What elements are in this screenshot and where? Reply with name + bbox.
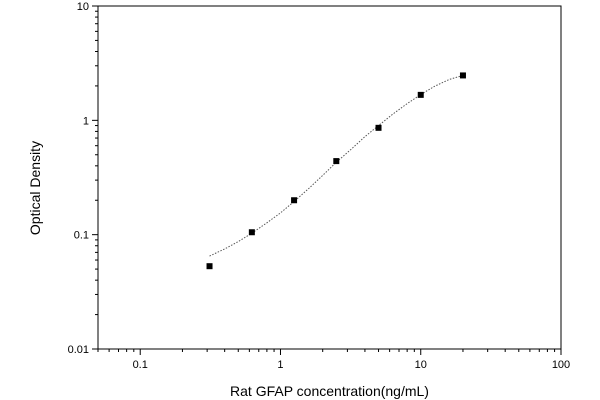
y-tick-label: 0.01 (68, 344, 89, 356)
x-axis-label: Rat GFAP concentration(ng/mL) (230, 383, 429, 399)
data-point (206, 263, 213, 270)
data-point (375, 124, 382, 131)
data-point (248, 229, 255, 236)
data-point (333, 158, 340, 165)
data-point (417, 91, 424, 98)
data-point (291, 197, 298, 204)
y-axis-ticks: 0.01 0.1 1 10 (68, 1, 98, 356)
data-points (206, 72, 466, 270)
y-tick-label: 10 (77, 1, 89, 13)
fit-curve (209, 74, 464, 257)
x-axis-ticks: 0.1 1 10 100 (97, 349, 570, 371)
y-tick-label: 0.1 (74, 230, 89, 242)
y-axis-label: Optical Density (27, 141, 43, 235)
plot-frame (97, 5, 562, 350)
x-tick-label: 0.1 (133, 359, 148, 371)
data-point (459, 72, 466, 79)
y-tick-label: 1 (83, 115, 89, 127)
x-tick-label: 10 (415, 359, 427, 371)
x-tick-label: 100 (552, 359, 570, 371)
x-tick-label: 1 (277, 359, 283, 371)
